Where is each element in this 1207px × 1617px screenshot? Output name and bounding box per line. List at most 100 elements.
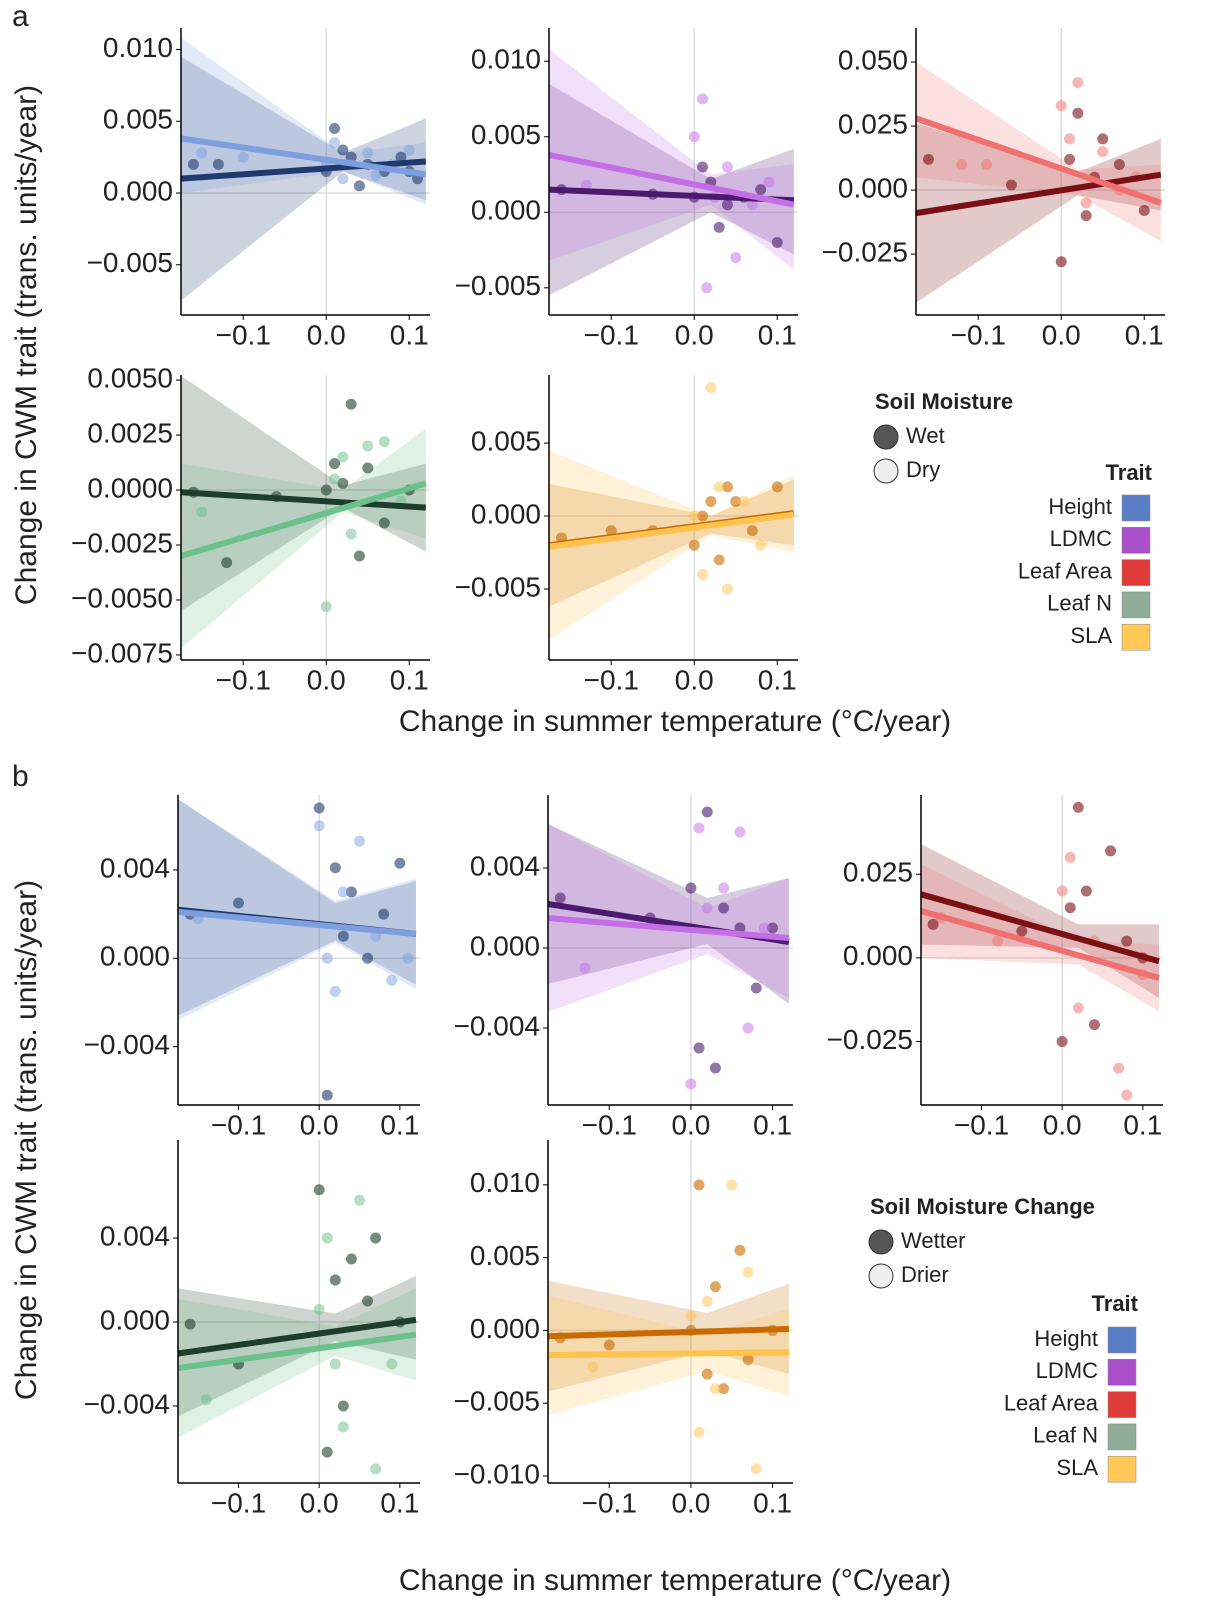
- point: [697, 93, 709, 105]
- point: [378, 436, 390, 448]
- point: [746, 199, 758, 211]
- y-axis-label: Change in CWM trait (trans. units/year): [10, 880, 43, 1400]
- point: [337, 930, 349, 942]
- legend-label: Leaf Area: [1018, 558, 1113, 583]
- point: [320, 601, 332, 613]
- point: [1080, 197, 1092, 209]
- x-tick-label: 0.0: [1042, 319, 1081, 350]
- point: [395, 151, 407, 163]
- legend-key: [873, 424, 899, 450]
- legend-title: Soil Moisture: [875, 389, 1013, 414]
- x-axis-label: Change in summer temperature (°C/year): [399, 1564, 951, 1597]
- point: [721, 583, 733, 595]
- y-tick-label: 0.000: [470, 930, 540, 961]
- confidence-band: [916, 62, 1161, 242]
- legend-key: [873, 458, 899, 484]
- point: [701, 1295, 713, 1307]
- legend-title: Trait: [1106, 460, 1153, 485]
- fit-line: [547, 1325, 790, 1340]
- confidence-band: [548, 824, 789, 1004]
- legend-title: Soil Moisture Change: [870, 1194, 1095, 1219]
- x-tick-label: −0.1: [582, 1487, 637, 1518]
- point: [370, 1463, 382, 1475]
- legend-label: SLA: [1056, 1455, 1098, 1480]
- point: [767, 922, 779, 934]
- point: [755, 539, 767, 551]
- point: [992, 935, 1004, 947]
- point: [705, 382, 717, 394]
- point: [321, 952, 333, 964]
- x-tick-label: 0.0: [307, 319, 346, 350]
- y-tick-label: 0.0050: [87, 362, 173, 393]
- y-tick-label: −0.004: [84, 1388, 170, 1419]
- point: [345, 886, 357, 898]
- y-tick-label: 0.025: [843, 857, 913, 888]
- confidence-band: [549, 83, 794, 296]
- y-tick-label: −0.0050: [71, 582, 173, 613]
- x-tick-label: 0.1: [380, 1109, 419, 1140]
- legend-label: Height: [1048, 494, 1112, 519]
- y-tick-label: 0.000: [100, 1304, 170, 1335]
- point: [771, 236, 783, 248]
- point: [1113, 158, 1125, 170]
- point: [1072, 77, 1084, 89]
- point: [353, 550, 365, 562]
- confidence-band: [181, 428, 426, 649]
- legend-label: Leaf Area: [1004, 1390, 1099, 1415]
- point: [1064, 852, 1076, 864]
- fit-line: [177, 1316, 417, 1357]
- point: [337, 173, 349, 185]
- point: [734, 1244, 746, 1256]
- point: [981, 158, 993, 170]
- legend-label: Leaf N: [1033, 1423, 1098, 1448]
- x-tick-label: 0.0: [1043, 1109, 1082, 1140]
- point: [1072, 107, 1084, 119]
- point: [1064, 902, 1076, 914]
- y-tick-label: 0.004: [470, 850, 540, 881]
- point: [362, 440, 374, 452]
- y-tick-label: −0.005: [87, 247, 173, 278]
- panel-label: b: [12, 760, 29, 793]
- y-tick-label: 0.025: [838, 108, 908, 139]
- fit-line: [920, 908, 1160, 981]
- confidence-band: [548, 1280, 789, 1392]
- point: [685, 1310, 697, 1322]
- fit-line: [547, 915, 790, 941]
- point: [758, 922, 770, 934]
- point: [320, 484, 332, 496]
- point: [726, 1179, 738, 1191]
- legend-swatch: [1121, 559, 1151, 586]
- y-tick-label: 0.000: [103, 175, 173, 206]
- y-tick-label: 0.000: [100, 941, 170, 972]
- point: [693, 822, 705, 834]
- fit-line: [177, 908, 417, 937]
- point: [685, 882, 697, 894]
- point: [755, 184, 767, 196]
- point: [701, 1368, 713, 1380]
- point: [1080, 210, 1092, 222]
- point: [386, 1358, 398, 1370]
- point: [345, 528, 357, 540]
- legend-key: [868, 1263, 894, 1289]
- point: [730, 495, 742, 507]
- point: [1016, 925, 1028, 937]
- point: [742, 1266, 754, 1278]
- legend-swatch: [1121, 623, 1151, 651]
- point: [734, 826, 746, 838]
- x-tick-label: 0.1: [390, 664, 429, 695]
- legend-label: Drier: [901, 1262, 949, 1287]
- point: [337, 1421, 349, 1433]
- point: [580, 179, 592, 191]
- point: [329, 473, 341, 485]
- x-tick-label: −0.1: [954, 1109, 1009, 1140]
- y-tick-label: −0.005: [454, 1386, 540, 1417]
- fit-line: [180, 489, 427, 511]
- point: [402, 952, 414, 964]
- fit-line: [915, 115, 1162, 206]
- y-axis-label: Change in CWM trait (trans. units/year): [10, 85, 43, 605]
- y-tick-label: 0.005: [471, 119, 541, 150]
- legend-swatch: [1121, 527, 1151, 554]
- y-tick-label: 0.000: [838, 172, 908, 203]
- point: [1138, 205, 1150, 217]
